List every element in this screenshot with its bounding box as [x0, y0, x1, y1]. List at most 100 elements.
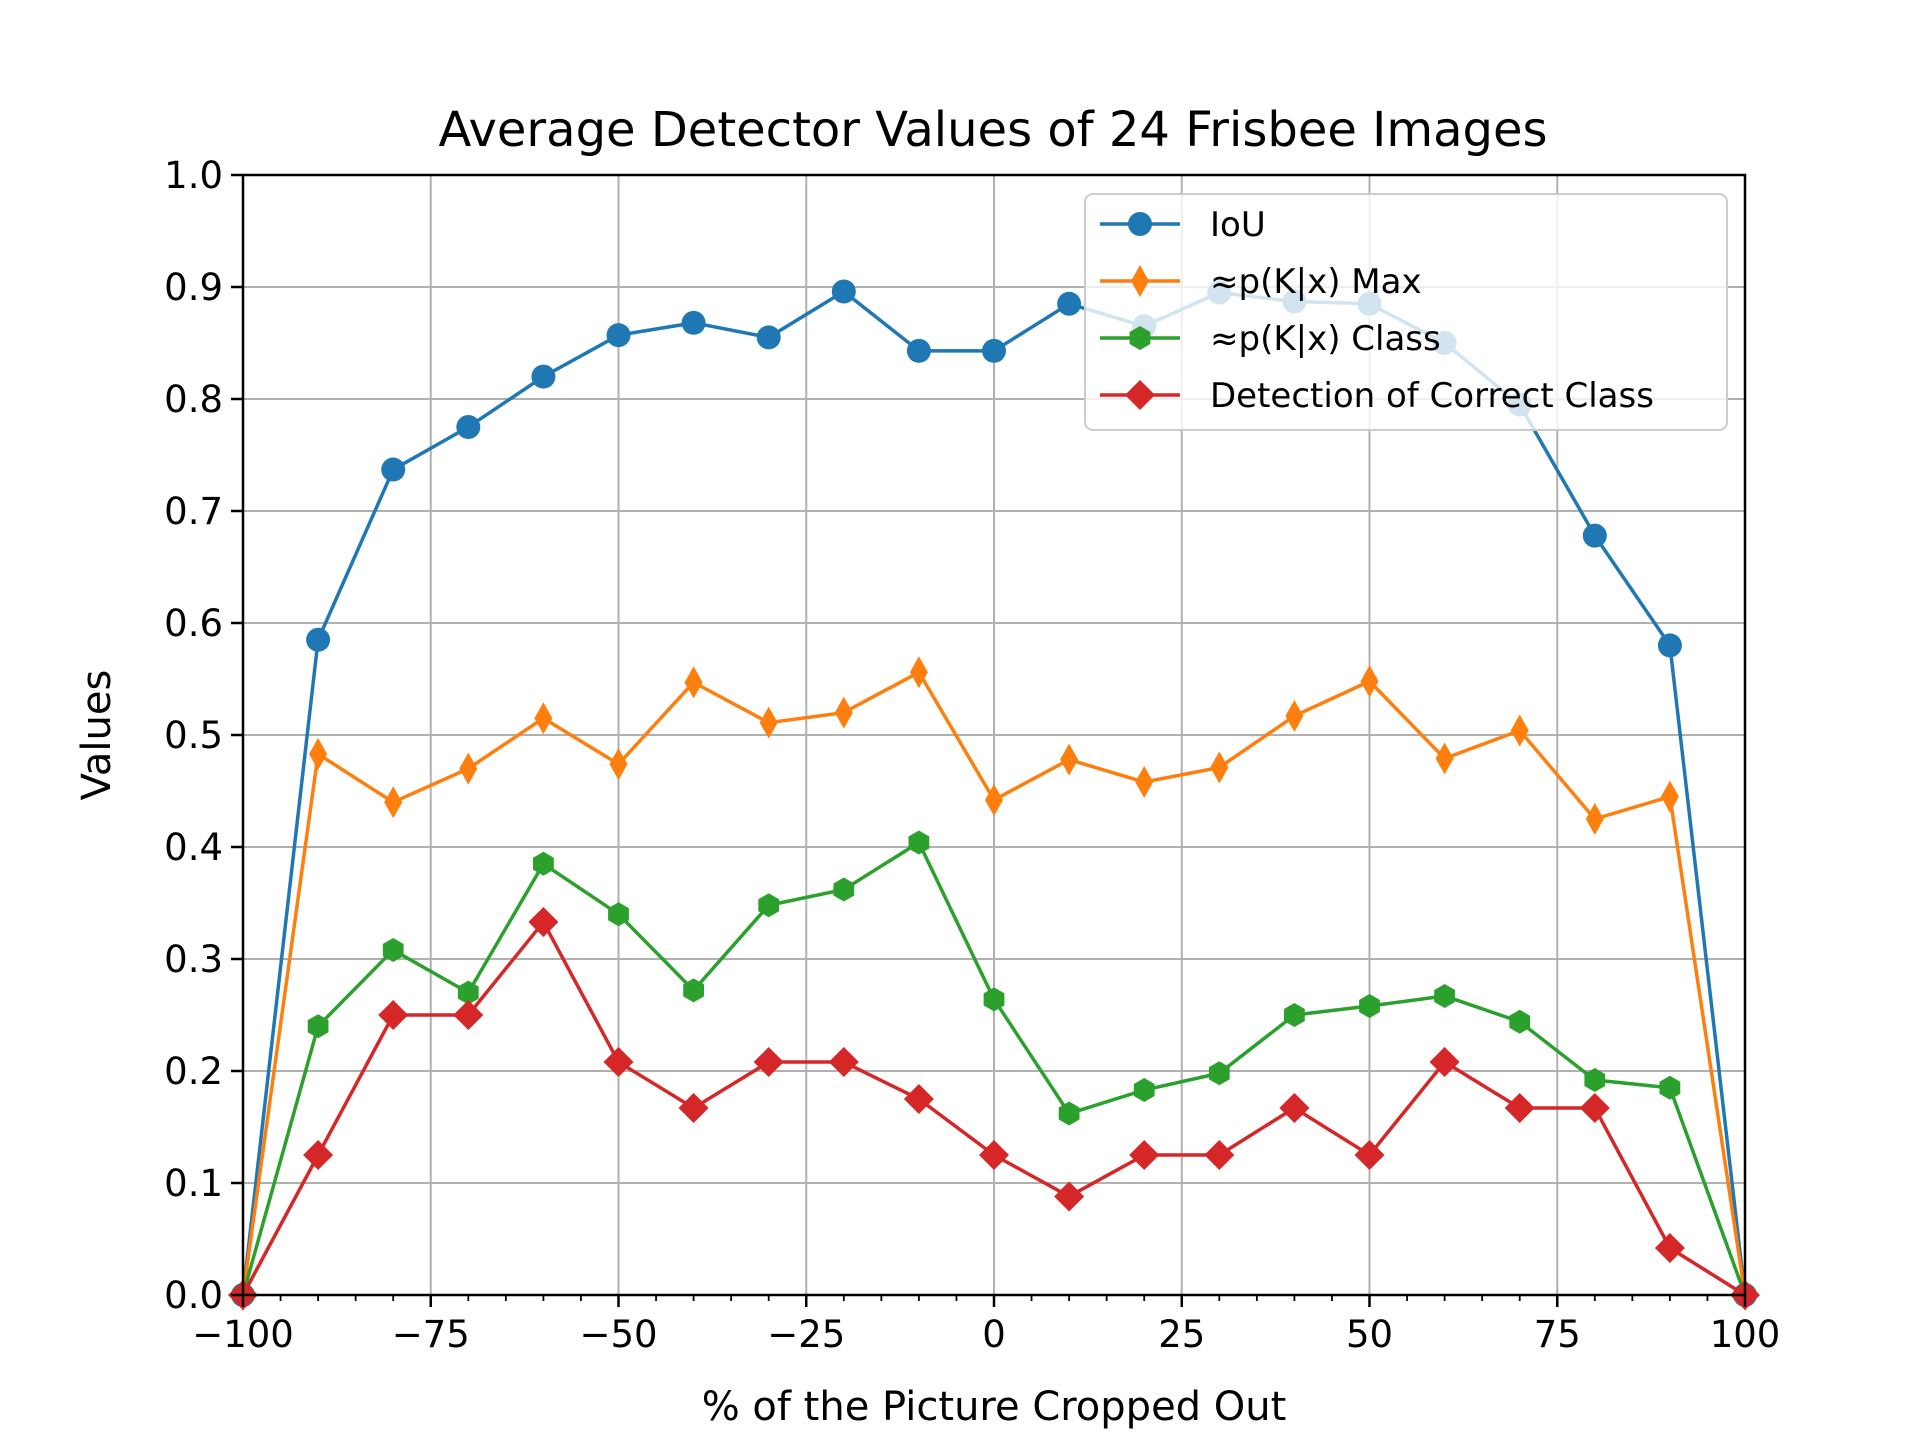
data-point — [759, 706, 778, 739]
x-tick-label: 100 — [1710, 1313, 1781, 1356]
data-point — [1434, 983, 1455, 1008]
data-point — [1285, 699, 1304, 732]
y-tick-label: 0.4 — [164, 826, 223, 869]
data-point — [678, 1092, 709, 1123]
data-point — [534, 702, 553, 735]
data-point — [753, 1047, 784, 1078]
legend-entry: ≈p(K|x) Class — [1100, 319, 1441, 359]
data-point — [1208, 1061, 1230, 1086]
data-point — [1204, 1140, 1235, 1170]
data-point — [1057, 291, 1082, 316]
legend-label: IoU — [1210, 205, 1266, 245]
y-tick-label: 0.2 — [164, 1050, 223, 1093]
y-tick-label: 0.0 — [164, 1274, 223, 1317]
data-point — [1129, 1140, 1160, 1170]
data-point — [758, 893, 780, 918]
data-point — [306, 627, 331, 652]
data-point — [606, 323, 631, 348]
data-point — [1510, 714, 1529, 747]
data-point — [985, 783, 1003, 816]
y-tick-label: 0.9 — [164, 266, 223, 309]
x-tick-label: −75 — [392, 1313, 470, 1356]
x-tick-label: −50 — [579, 1313, 657, 1356]
series-2 — [232, 830, 1756, 1307]
data-point — [1657, 633, 1682, 658]
data-point — [1058, 1101, 1080, 1126]
x-tick-label: −100 — [192, 1313, 294, 1356]
legend-box — [1084, 193, 1728, 431]
data-point — [378, 1000, 409, 1030]
legend-entries: IoU ≈p(K|x) Max ≈p(K|x) Class Detection of … — [1100, 205, 1654, 416]
x-axis-label: % of the Picture Cropped Out — [702, 1384, 1287, 1430]
data-point — [1579, 1092, 1610, 1123]
data-point — [1359, 994, 1380, 1019]
data-point — [1354, 1140, 1385, 1170]
y-tick-label: 1.0 — [164, 154, 223, 197]
x-tick-label: 75 — [1534, 1313, 1581, 1356]
data-point — [382, 938, 404, 963]
data-point — [982, 338, 1006, 363]
data-point — [1135, 766, 1154, 799]
legend-entry: ≈p(K|x) Max — [1100, 262, 1422, 302]
data-point — [1210, 751, 1229, 784]
data-point — [309, 738, 328, 771]
series-3 — [228, 907, 1760, 1310]
data-point — [828, 1047, 859, 1078]
data-point — [903, 1084, 934, 1114]
data-point — [453, 1000, 484, 1030]
data-point — [608, 902, 629, 927]
legend-marker — [1131, 265, 1149, 297]
data-point — [456, 415, 481, 439]
data-point — [384, 786, 403, 819]
x-tick-label: 0 — [982, 1313, 1006, 1356]
data-point — [908, 830, 930, 855]
data-point — [979, 1140, 1009, 1170]
legend-label: ≈p(K|x) Class — [1210, 319, 1441, 359]
data-point — [1360, 665, 1379, 698]
y-tick-label: 0.3 — [164, 938, 223, 981]
legend: IoU ≈p(K|x) Max ≈p(K|x) Class Detection of … — [1084, 193, 1728, 431]
data-point — [459, 752, 478, 785]
data-point — [1060, 743, 1079, 776]
data-point — [1660, 780, 1679, 813]
series-layer — [228, 279, 1760, 1311]
data-point — [1584, 1067, 1606, 1092]
data-point — [684, 666, 703, 699]
data-point — [906, 338, 931, 363]
data-point — [1279, 1092, 1310, 1123]
legend-marker — [1129, 326, 1151, 350]
data-point — [609, 748, 628, 781]
data-point — [683, 978, 704, 1003]
data-point — [603, 1047, 634, 1078]
y-tick-label: 0.5 — [164, 714, 223, 757]
legend-marker — [1128, 212, 1152, 236]
data-point — [834, 696, 853, 729]
x-tick-label: 50 — [1346, 1313, 1393, 1356]
data-point — [909, 656, 928, 689]
y-tick-label: 0.8 — [164, 378, 223, 421]
data-point — [983, 987, 1005, 1012]
legend-entry: Detection of Correct Class — [1100, 376, 1654, 416]
data-point — [1435, 742, 1454, 775]
data-point — [533, 851, 554, 876]
data-point — [1582, 523, 1607, 548]
axis-ticks: −100 −75 −50 −25 0 25 50 75 100 0.0 0.1 0.2 0.3 0.4 0.… — [164, 154, 1780, 1356]
x-tick-label: 25 — [1158, 1313, 1205, 1356]
data-point — [528, 907, 559, 938]
data-point — [1504, 1092, 1535, 1123]
data-point — [1133, 1078, 1155, 1103]
x-tick-label: −25 — [767, 1313, 845, 1356]
data-point — [307, 1014, 329, 1039]
data-point — [381, 457, 406, 482]
data-point — [1284, 1003, 1305, 1027]
chart-title: Average Detector Values of 24 Frisbee Im… — [438, 102, 1547, 158]
data-point — [1429, 1047, 1460, 1078]
legend-label: ≈p(K|x) Max — [1210, 262, 1422, 302]
data-point — [831, 279, 856, 304]
y-tick-label: 0.6 — [164, 602, 223, 645]
data-point — [1654, 1232, 1685, 1263]
data-point — [1585, 803, 1604, 835]
data-point — [531, 364, 556, 389]
data-point — [457, 980, 479, 1005]
y-tick-label: 0.1 — [164, 1162, 223, 1205]
